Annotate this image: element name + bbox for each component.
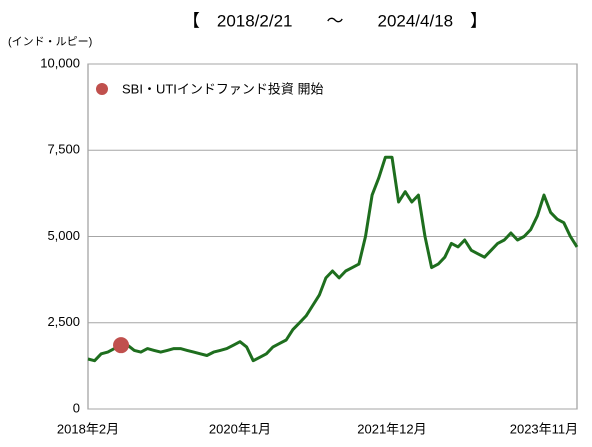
line-series	[87, 155, 579, 363]
y-tick-label: 7,500	[47, 142, 80, 157]
y-tick-label: 2,500	[47, 314, 80, 329]
x-tick-label: 2020年1月	[209, 421, 271, 436]
y-axis-label: (インド・ルピー)	[8, 35, 92, 48]
legend-marker	[96, 83, 108, 95]
legend-label: SBI・UTIインドファンド投資 開始	[122, 81, 324, 96]
chart-title: 【 2018/2/21 ～ 2024/4/18 】	[183, 11, 487, 30]
y-tick-label: 5,000	[47, 228, 80, 243]
y-tick-label: 10,000	[40, 55, 80, 70]
x-tick-label: 2023年11月	[510, 421, 578, 436]
annotation-marker	[113, 337, 130, 354]
x-tick-label: 2021年12月	[357, 421, 426, 436]
y-tick-label: 0	[73, 400, 80, 415]
x-tick-label: 2018年2月	[57, 421, 119, 436]
